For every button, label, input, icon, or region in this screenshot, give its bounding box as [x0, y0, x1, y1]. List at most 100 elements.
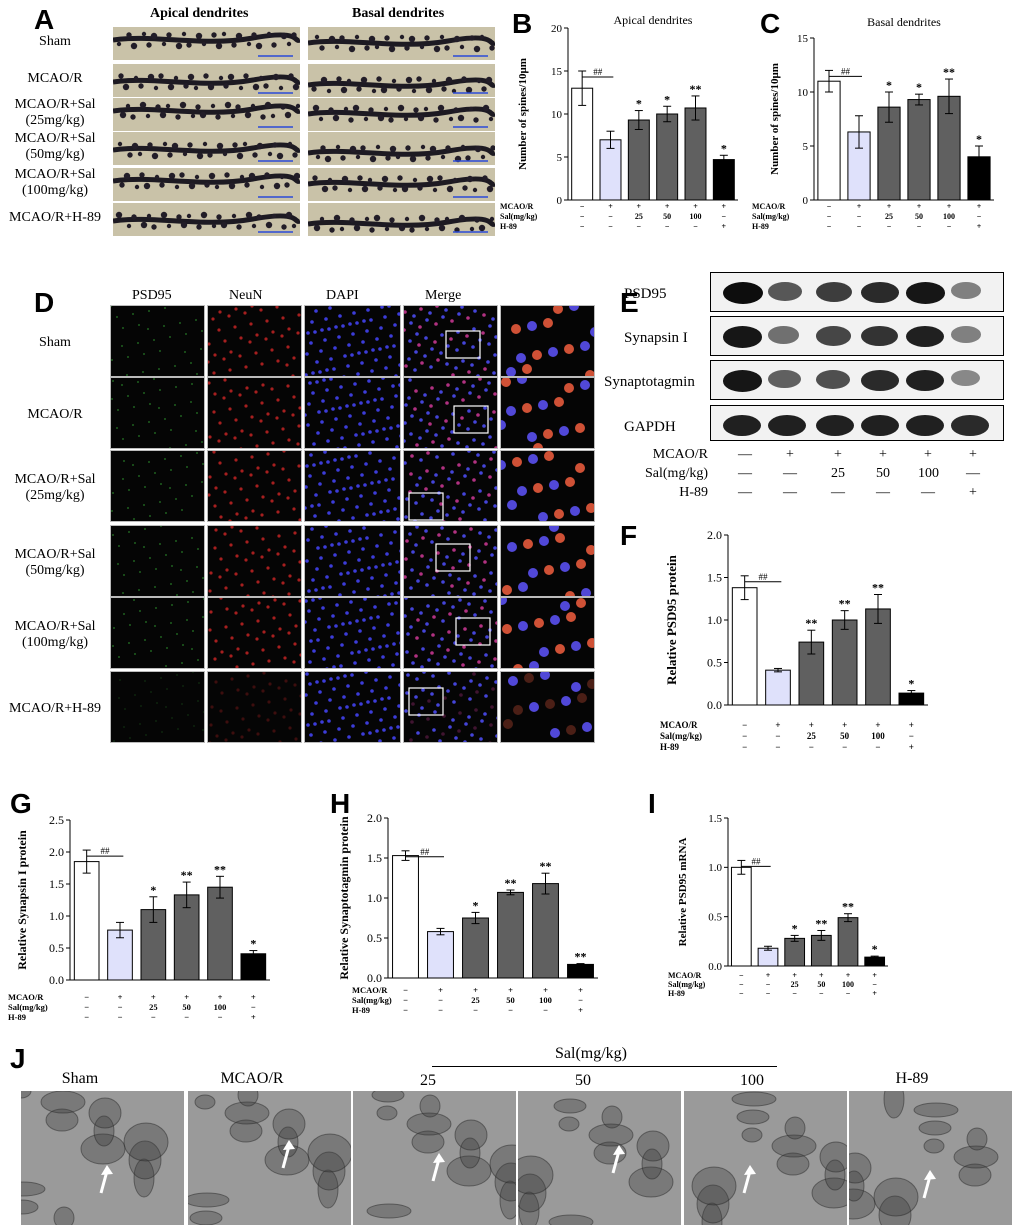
y-tick-label: 5 — [803, 141, 809, 153]
dendrite-image — [307, 202, 496, 237]
significance-mark: * — [664, 92, 670, 106]
y-tick-label: 2.0 — [707, 528, 722, 542]
fluorescence-image — [110, 377, 205, 449]
y-tick-label: 1.5 — [707, 571, 722, 585]
treatment-value: + — [665, 202, 670, 211]
blot-protein-label: PSD95 — [624, 286, 667, 302]
y-axis-label: Relative PSD95 mRNA — [677, 838, 689, 947]
y-tick-label: 1.0 — [367, 891, 382, 905]
treatment-value: + — [637, 202, 642, 211]
bar — [567, 963, 594, 979]
bar — [462, 917, 489, 979]
treatment-value: − — [580, 212, 585, 221]
hash-mark: ## — [593, 67, 603, 77]
treatment-value: 50 — [663, 212, 671, 221]
treatment-value: − — [872, 980, 877, 989]
y-tick-label: 15 — [797, 33, 809, 45]
hash-mark: ## — [752, 856, 762, 866]
blot-band — [723, 326, 763, 348]
dendrite-image — [112, 26, 301, 61]
treatment-value: + — [693, 202, 698, 211]
dendrite-image — [112, 97, 301, 132]
fluorescence-image — [500, 450, 595, 522]
y-tick-label: 0 — [557, 195, 563, 207]
y-tick-label: 0.0 — [49, 973, 64, 987]
blot-band — [861, 282, 899, 303]
treatment-value: 25 — [885, 212, 893, 221]
treatment-value: − — [218, 1012, 223, 1022]
significance-mark: ** — [540, 859, 552, 873]
blot-treatment-value: 50 — [876, 466, 890, 481]
fluorescence-image — [403, 450, 498, 522]
blot-treatment-value: + — [969, 447, 977, 462]
y-tick-label: 0.5 — [708, 912, 722, 924]
treatment-value: − — [508, 1005, 513, 1015]
blot-band — [816, 370, 851, 390]
treatment-row-label: Sal(mg/kg) — [500, 212, 538, 221]
treatment-row-label: H-89 — [8, 1012, 26, 1022]
treatment-value: − — [438, 995, 443, 1005]
treatment-value: + — [842, 720, 847, 730]
y-tick-label: 15 — [551, 66, 563, 78]
electron-micrograph — [352, 1090, 517, 1226]
significance-mark: * — [886, 78, 892, 92]
bar — [392, 855, 419, 979]
panel-h-letter: H — [330, 788, 351, 819]
treatment-value: + — [887, 202, 892, 211]
panel-j-label: MCAO/R — [220, 1070, 284, 1087]
y-tick-label: 2.5 — [49, 813, 64, 827]
treatment-value: + — [118, 992, 123, 1002]
treatment-value: − — [438, 1005, 443, 1015]
treatment-value: − — [827, 212, 832, 221]
treatment-value: − — [827, 202, 832, 211]
hash-mark: ## — [759, 572, 769, 582]
significance-mark: ** — [842, 900, 854, 914]
treatment-value: 25 — [791, 980, 799, 989]
treatment-value: + — [608, 202, 613, 211]
treatment-value: + — [578, 985, 583, 995]
panel-d-row-label: MCAO/R — [27, 407, 83, 422]
electron-micrograph — [517, 1090, 682, 1226]
y-axis-label: Number of spines/10μm — [769, 63, 781, 175]
treatment-value: 50 — [840, 731, 850, 741]
treatment-value: − — [819, 989, 824, 998]
treatment-value: − — [580, 202, 585, 211]
treatment-value: 100 — [539, 995, 552, 1005]
blot-band — [723, 282, 763, 304]
blot-band — [768, 370, 801, 389]
bar — [497, 891, 524, 979]
bar — [784, 937, 806, 967]
electron-micrograph — [20, 1090, 185, 1226]
panel-f-letter: F — [620, 520, 638, 551]
bar — [765, 669, 791, 706]
treatment-value: − — [766, 980, 771, 989]
fluorescence-image — [500, 671, 595, 743]
fluorescence-image — [304, 525, 401, 597]
blot-band — [951, 370, 980, 387]
significance-mark: * — [721, 141, 727, 155]
treatment-value: − — [184, 1012, 189, 1022]
treatment-value: − — [403, 995, 408, 1005]
blot-band — [816, 415, 855, 437]
panel-a-row-label: MCAO/R+Sal (50mg/kg) — [14, 131, 96, 162]
fluorescence-image — [207, 450, 302, 522]
bar — [712, 159, 735, 201]
y-tick-label: 0.0 — [707, 698, 722, 712]
y-tick-label: 20 — [551, 23, 563, 35]
blot-band — [768, 415, 807, 437]
treatment-row-label: H-89 — [352, 1005, 370, 1015]
treatment-value: − — [84, 992, 89, 1002]
significance-mark: * — [872, 942, 878, 956]
treatment-value: 100 — [871, 731, 885, 741]
significance-mark: ** — [214, 862, 226, 876]
treatment-value: − — [403, 1005, 408, 1015]
panel-d-row-label: MCAO/R+H-89 — [9, 701, 101, 716]
panel-d-col-header: Merge — [425, 288, 462, 303]
treatment-row-label: Sal(mg/kg) — [8, 1002, 48, 1012]
bar — [240, 953, 267, 981]
significance-mark: ** — [943, 65, 955, 79]
treatment-row-label: MCAO/R — [668, 971, 702, 980]
treatment-value: − — [887, 222, 892, 231]
significance-mark: ** — [181, 868, 193, 882]
treatment-value: + — [977, 202, 982, 211]
